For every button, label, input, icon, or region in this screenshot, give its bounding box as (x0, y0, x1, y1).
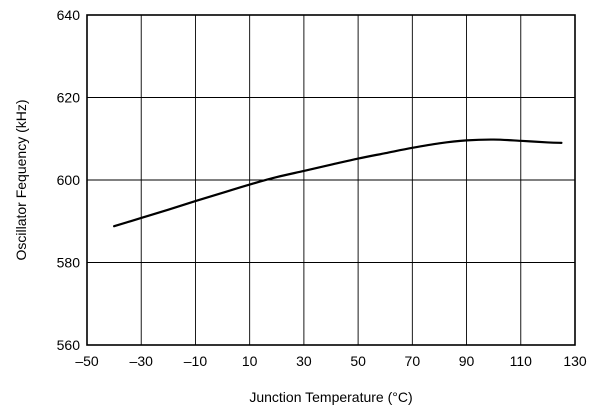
x-tick-label: 10 (242, 353, 258, 369)
y-tick-label: 580 (57, 255, 81, 271)
x-tick-labels: –50 –30 –10 10 30 50 70 90 110 130 (75, 353, 587, 369)
x-axis-title: Junction Temperature (°C) (249, 389, 412, 405)
series-layer (113, 138, 563, 228)
y-tick-label: 600 (57, 172, 81, 188)
x-tick-label: 110 (510, 353, 533, 369)
grid (87, 15, 575, 345)
plot-frame (86, 14, 576, 346)
y-tick-label: 560 (57, 337, 81, 353)
y-tick-labels: 560 580 600 620 640 (57, 7, 81, 353)
x-tick-label: –10 (184, 353, 208, 369)
x-tick-label: 130 (563, 353, 587, 369)
y-tick-label: 640 (57, 7, 81, 23)
x-tick-label: –30 (130, 353, 154, 369)
x-tick-label: 30 (296, 353, 312, 369)
x-tick-label: –50 (75, 353, 99, 369)
frequency-series-line (113, 138, 563, 228)
y-tick-label: 620 (57, 90, 81, 106)
x-tick-label: 70 (405, 353, 421, 369)
x-tick-label: 50 (350, 353, 366, 369)
y-axis-title: Oscillator Fequency (kHz) (13, 99, 29, 260)
x-tick-label: 90 (459, 353, 475, 369)
